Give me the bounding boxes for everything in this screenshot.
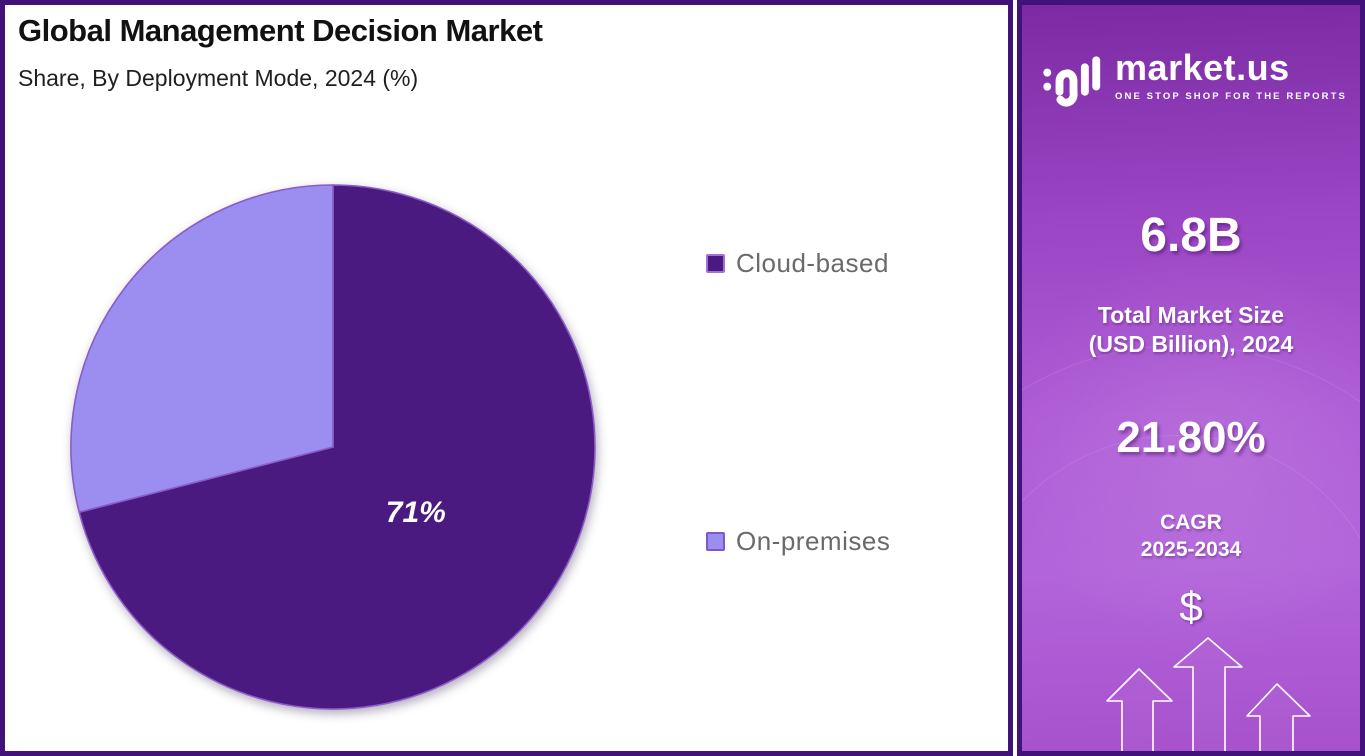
- chart-panel: Global Management Decision Market Share,…: [0, 0, 1013, 756]
- brand-name: market.us: [1115, 47, 1290, 88]
- total-market-size-label-line1: Total Market Size: [1097, 302, 1285, 328]
- cagr-label: CAGR 2025-2034: [1022, 510, 1360, 564]
- pie-slice-cloud-based[interactable]: [78, 184, 596, 710]
- decorative-ring: [1022, 345, 1360, 751]
- legend-label-cloud-based: Cloud-based: [736, 248, 889, 278]
- pie-slice-on-premises[interactable]: [70, 184, 334, 514]
- marketus-logo-icon: [1043, 56, 1101, 107]
- total-market-size-label-line2: (USD Billion), 2024: [1088, 331, 1294, 358]
- cagr-label-line2: 2025-2034: [1140, 537, 1242, 561]
- chart-subtitle: Share, By Deployment Mode, 2024 (%): [18, 65, 419, 91]
- legend-item-on-premises[interactable]: On-premises: [706, 526, 890, 557]
- legend-swatch-cloud-based: [706, 254, 725, 273]
- pie-chart: 71%: [70, 184, 596, 710]
- pie-chart-area: 71%: [63, 177, 603, 717]
- cagr-label-line1: CAGR: [1160, 511, 1222, 534]
- marketus-logo: market.us ONE STOP SHOP FOR THE REPORTS: [1022, 41, 1360, 111]
- chart-title: Global Management Decision Market: [18, 13, 543, 48]
- legend-swatch-on-premises: [706, 532, 725, 551]
- legend-label-on-premises: On-premises: [736, 526, 891, 556]
- cagr-value: 21.80%: [1116, 413, 1266, 462]
- dollar-icon: $: [1179, 583, 1203, 630]
- growth-arrows-graphic: [1106, 637, 1311, 751]
- sidebar-panel: market.us ONE STOP SHOP FOR THE REPORTS …: [1017, 0, 1365, 756]
- legend-item-cloud-based[interactable]: Cloud-based: [706, 248, 889, 279]
- pie-value-label: 71%: [386, 496, 446, 529]
- brand-tagline: ONE STOP SHOP FOR THE REPORTS: [1115, 91, 1347, 102]
- total-market-size-label: Total Market Size (USD Billion), 2024: [1022, 301, 1360, 360]
- total-market-size-value: 6.8B: [1140, 209, 1242, 262]
